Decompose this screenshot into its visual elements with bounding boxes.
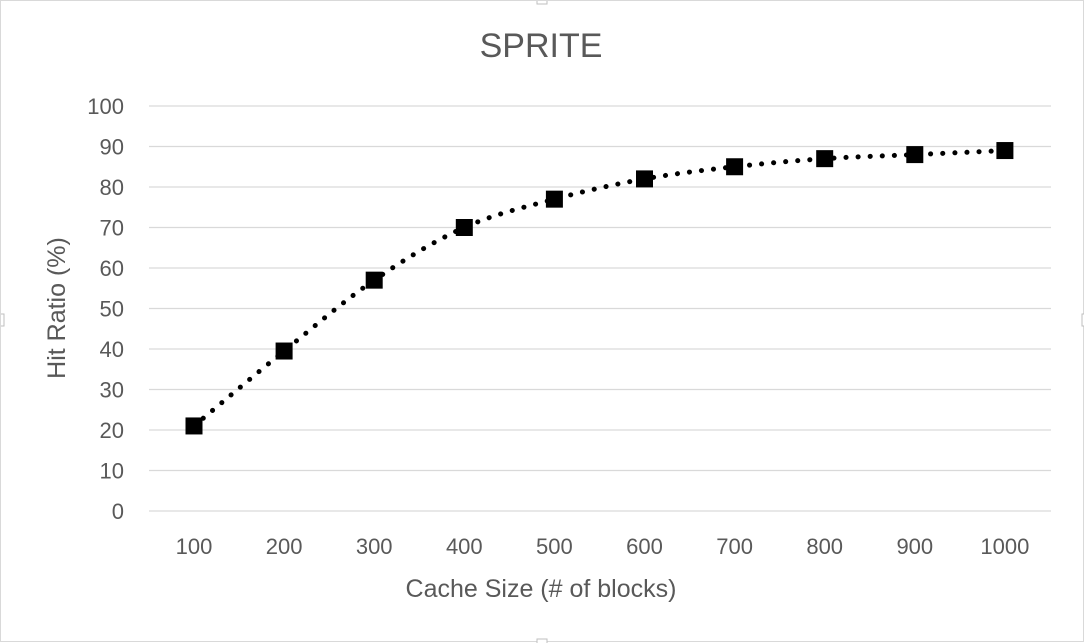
y-tick-label: 40 xyxy=(100,337,124,362)
x-tick-label: 700 xyxy=(716,534,753,559)
data-point-marker xyxy=(365,271,383,289)
x-tick-labels: 100 200 300 400 500 600 700 800 900 1000 xyxy=(176,534,1030,559)
x-axis-title: Cache Size (# of blocks) xyxy=(406,575,677,603)
data-point-marker xyxy=(275,342,293,360)
data-point-marker xyxy=(906,146,924,164)
x-tick-label: 1000 xyxy=(980,534,1029,559)
series-line xyxy=(191,148,1008,429)
y-tick-label: 10 xyxy=(100,459,124,484)
y-tick-label: 0 xyxy=(112,499,124,524)
data-point-marker xyxy=(455,219,473,236)
y-tick-label: 80 xyxy=(100,175,124,200)
y-axis-title: Hit Ratio (%) xyxy=(43,237,71,379)
x-tick-label: 200 xyxy=(266,534,303,559)
data-point-marker xyxy=(545,190,563,208)
y-tick-label: 50 xyxy=(100,297,124,322)
bottom-resize-handle[interactable] xyxy=(536,638,548,643)
x-tick-label: 100 xyxy=(176,534,213,559)
gridlines xyxy=(149,105,1051,512)
data-point-marker xyxy=(816,150,834,168)
chart-title: SPRITE xyxy=(480,27,603,65)
y-tick-label: 20 xyxy=(100,418,124,443)
x-tick-label: 500 xyxy=(536,534,573,559)
x-tick-label: 300 xyxy=(356,534,393,559)
y-tick-label: 30 xyxy=(100,378,124,403)
top-resize-handle[interactable] xyxy=(536,1,548,5)
y-tick-label: 100 xyxy=(87,94,124,119)
data-point-marker xyxy=(726,158,744,176)
y-tick-label: 60 xyxy=(100,256,124,281)
x-tick-label: 600 xyxy=(626,534,663,559)
x-tick-label: 900 xyxy=(896,534,933,559)
y-tick-label: 90 xyxy=(100,135,124,160)
series-plot xyxy=(185,142,1014,435)
x-tick-label: 400 xyxy=(446,534,483,559)
y-tick-labels: 0 10 20 30 40 50 60 70 80 90 100 xyxy=(87,94,124,524)
x-tick-label: 800 xyxy=(806,534,843,559)
left-resize-handle[interactable] xyxy=(1,313,5,327)
data-point-marker xyxy=(636,170,653,188)
y-tick-label: 70 xyxy=(100,216,124,241)
data-point-marker xyxy=(996,142,1014,160)
right-resize-handle[interactable] xyxy=(1081,313,1084,327)
data-point-marker xyxy=(185,417,203,435)
